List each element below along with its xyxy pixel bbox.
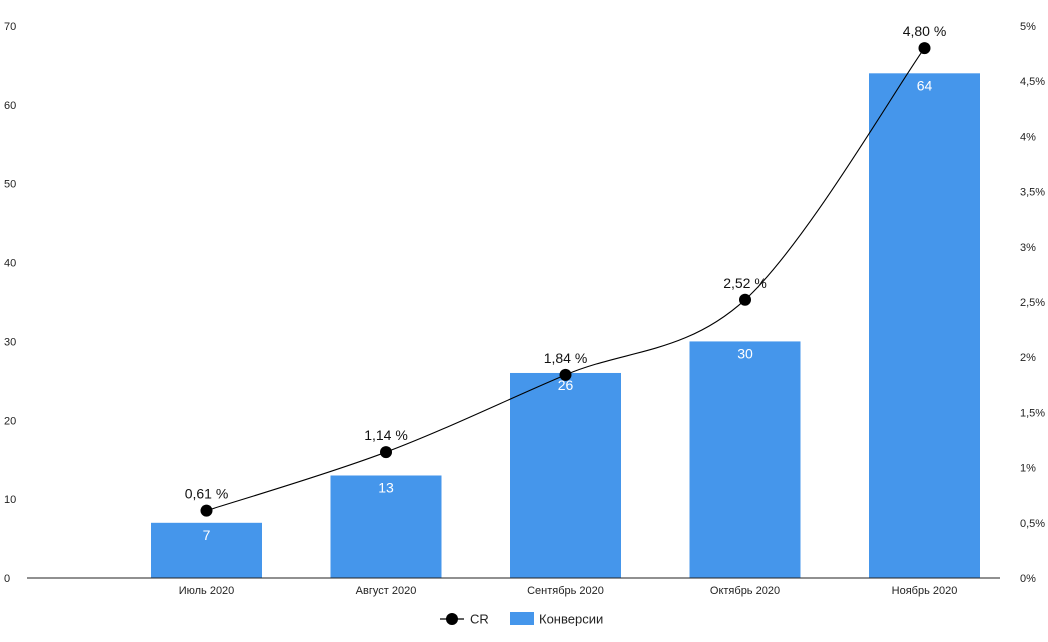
category-label: Июль 2020	[179, 585, 235, 597]
right-tick-label: 2,5%	[1020, 297, 1045, 309]
left-tick-label: 0	[4, 573, 10, 585]
cr-point	[918, 42, 931, 55]
legend-conversions-label: Конверсии	[539, 612, 603, 627]
legend-cr-marker	[446, 613, 458, 625]
legend-conversions-swatch	[510, 612, 534, 625]
x-axis: Июль 2020 Август 2020 Сентябрь 2020 Октябрь…	[179, 585, 958, 597]
left-tick-label: 40	[4, 258, 16, 270]
cr-value-label: 2,52 %	[723, 275, 767, 291]
right-tick-label: 0%	[1020, 573, 1036, 585]
bar-value-label: 30	[737, 345, 753, 361]
bar	[510, 372, 621, 578]
legend-cr-label: CR	[470, 612, 489, 627]
right-tick-label: 1%	[1020, 463, 1036, 475]
left-tick-label: 20	[4, 415, 16, 427]
cr-point	[559, 368, 572, 381]
right-tick-label: 3,5%	[1020, 187, 1045, 199]
bar	[151, 522, 262, 578]
bar-series: 7 13 26 30 64	[151, 73, 980, 579]
right-tick-label: 0,5%	[1020, 518, 1045, 530]
cr-point	[200, 504, 213, 517]
bar	[869, 73, 980, 579]
cr-value-label: 4,80 %	[903, 23, 947, 39]
right-tick-label: 5%	[1020, 21, 1036, 33]
left-tick-label: 70	[4, 21, 16, 33]
cr-value-label: 1,84 %	[544, 350, 588, 366]
category-label: Октябрь 2020	[710, 585, 780, 597]
cr-line	[206, 47, 925, 512]
cr-point	[380, 446, 392, 459]
left-tick-label: 30	[4, 336, 16, 348]
line-series: 0,61 % 1,14 % 1,84 % 2,52 % 4,80 %	[185, 23, 947, 517]
left-axis: 0 10 20 30 40 50 60 70	[4, 21, 16, 585]
left-tick-label: 50	[4, 179, 16, 191]
cr-value-label: 0,61 %	[185, 486, 229, 502]
right-tick-label: 4%	[1020, 131, 1036, 143]
cr-point	[739, 293, 751, 306]
bar-value-label: 13	[378, 479, 394, 495]
category-label: Август 2020	[356, 585, 417, 597]
bar	[330, 475, 442, 578]
legend: CR Конверсии	[440, 612, 603, 627]
right-tick-label: 4,5%	[1020, 76, 1045, 88]
left-tick-label: 10	[4, 494, 16, 506]
right-tick-label: 1,5%	[1020, 407, 1045, 419]
category-label: Ноябрь 2020	[892, 585, 958, 597]
right-tick-label: 2%	[1020, 352, 1036, 364]
right-tick-label: 3%	[1020, 242, 1036, 254]
bar-value-label: 7	[203, 527, 211, 543]
left-tick-label: 60	[4, 100, 16, 112]
cr-value-label: 1,14 %	[364, 427, 408, 443]
category-label: Сентябрь 2020	[527, 585, 604, 597]
right-axis: 0% 0,5% 1% 1,5% 2% 2,5% 3% 3,5% 4% 4,5% 5%	[1020, 21, 1045, 585]
bar-value-label: 26	[558, 377, 574, 393]
bar-value-label: 64	[917, 77, 933, 93]
bar	[689, 341, 801, 578]
